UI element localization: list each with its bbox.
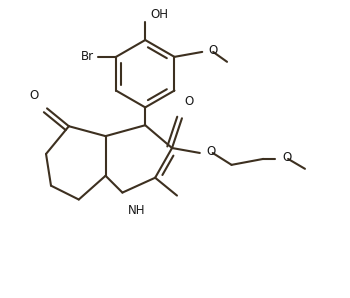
Text: O: O bbox=[184, 95, 193, 108]
Text: OH: OH bbox=[150, 8, 168, 21]
Text: O: O bbox=[208, 44, 217, 58]
Text: O: O bbox=[30, 89, 39, 103]
Text: O: O bbox=[282, 151, 292, 164]
Text: O: O bbox=[207, 145, 216, 159]
Text: Br: Br bbox=[81, 50, 94, 63]
Text: NH: NH bbox=[127, 204, 145, 218]
